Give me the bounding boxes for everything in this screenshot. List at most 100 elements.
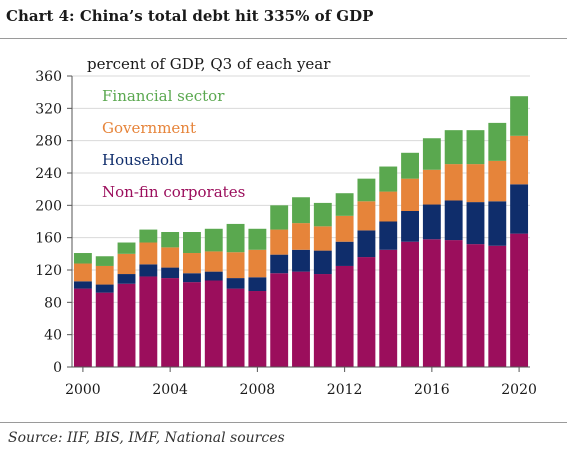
bar-financial-sector-2016 (422, 138, 441, 170)
axes: 0 40 80 120 160 200 240 280 320 360 2000 2004 2008 20… (35, 69, 537, 398)
bar-government-2011 (313, 226, 332, 251)
bar-government-2016 (422, 169, 441, 205)
bar-non-fin-corporates-2008 (248, 291, 267, 367)
bar-government-2009 (270, 229, 289, 255)
y-tick-label: 200 (35, 198, 62, 214)
x-tick-label: 2020 (501, 382, 537, 398)
bar-financial-sector-2010 (292, 197, 310, 224)
bottom-rule (0, 422, 567, 423)
bar-household-2009 (270, 254, 289, 274)
x-tick-label: 2016 (414, 382, 450, 398)
legend-household: Household (102, 151, 184, 169)
bar-non-fin-corporates-2017 (444, 240, 463, 367)
bar-government-2004 (161, 247, 180, 268)
x-tick-label: 2008 (240, 382, 276, 398)
bar-government-2010 (292, 223, 310, 250)
bar-financial-sector-2014 (379, 166, 398, 192)
y-tick-label: 280 (35, 134, 62, 150)
bar-financial-sector-2003 (139, 229, 158, 243)
chart-title: Chart 4: China’s total debt hit 335% of … (6, 7, 374, 25)
bar-government-2015 (401, 178, 419, 211)
bar-financial-sector-2005 (183, 232, 201, 254)
bar-non-fin-corporates-2002 (117, 283, 136, 367)
y-tick-label: 80 (44, 295, 62, 311)
bar-household-2004 (161, 267, 180, 279)
bar-financial-sector-2001 (95, 256, 114, 266)
bar-household-2014 (379, 221, 398, 250)
bar-non-fin-corporates-2003 (139, 276, 158, 367)
bar-household-2020 (510, 184, 529, 234)
bar-financial-sector-2000 (73, 253, 92, 264)
x-tick-label: 2004 (152, 382, 188, 398)
bar-financial-sector-2006 (204, 228, 223, 252)
y-tick-label: 0 (53, 360, 62, 376)
bar-non-fin-corporates-2011 (313, 274, 332, 367)
bar-financial-sector-2018 (466, 130, 485, 165)
bar-government-2020 (510, 135, 529, 185)
bar-non-fin-corporates-2004 (161, 278, 180, 367)
bar-government-2012 (335, 215, 354, 242)
legend-non-fin-corporates: Non-fin corporates (102, 183, 245, 201)
legend-financial-sector: Financial sector (102, 87, 225, 105)
bars (73, 96, 529, 367)
bar-non-fin-corporates-2001 (95, 292, 114, 367)
bar-financial-sector-2017 (444, 130, 463, 165)
legend: Financial sector Government Household Non-f… (102, 87, 245, 201)
bar-financial-sector-2012 (335, 193, 354, 216)
bar-non-fin-corporates-2005 (183, 282, 201, 367)
bar-non-fin-corporates-2016 (422, 239, 441, 367)
x-tick-label: 2000 (65, 382, 101, 398)
bar-government-2008 (248, 249, 267, 278)
y-tick-label: 240 (35, 166, 62, 182)
bar-household-2007 (226, 278, 245, 289)
bar-financial-sector-2002 (117, 242, 136, 254)
bar-household-2008 (248, 277, 267, 292)
stacked-bar-chart: 0 40 80 120 160 200 240 280 320 360 2000 2004 2008 20… (35, 55, 537, 398)
y-tick-label: 120 (35, 263, 62, 279)
bar-non-fin-corporates-2019 (488, 245, 507, 367)
bar-non-fin-corporates-2020 (510, 233, 529, 367)
y-tick-label: 160 (35, 231, 62, 247)
bar-government-2013 (357, 201, 376, 231)
bar-non-fin-corporates-2015 (401, 241, 419, 367)
bar-government-2005 (183, 253, 201, 274)
bar-financial-sector-2009 (270, 205, 289, 230)
bar-government-2017 (444, 164, 463, 201)
source-note: Source: IIF, BIS, IMF, National sources (8, 430, 285, 446)
bar-non-fin-corporates-2006 (204, 280, 223, 367)
y-tick-label: 40 (44, 328, 62, 344)
bar-government-2018 (466, 164, 485, 203)
legend-government: Government (102, 119, 196, 137)
bar-household-2000 (73, 281, 92, 289)
bar-household-2017 (444, 200, 463, 241)
bar-non-fin-corporates-2013 (357, 257, 376, 367)
bar-non-fin-corporates-2014 (379, 249, 398, 367)
bar-household-2012 (335, 241, 354, 266)
bar-household-2015 (401, 210, 419, 242)
bar-non-fin-corporates-2000 (73, 288, 92, 367)
bar-household-2005 (183, 273, 201, 283)
y-tick-label: 320 (35, 101, 62, 117)
bar-non-fin-corporates-2018 (466, 244, 485, 367)
bar-household-2013 (357, 230, 376, 258)
bar-government-2007 (226, 252, 245, 279)
bar-non-fin-corporates-2010 (292, 271, 310, 367)
bar-household-2001 (95, 284, 114, 293)
bar-government-2001 (95, 265, 114, 285)
bar-government-2003 (139, 242, 158, 265)
bar-financial-sector-2015 (401, 152, 419, 179)
bar-financial-sector-2004 (161, 232, 180, 248)
bar-household-2018 (466, 202, 485, 245)
bar-household-2006 (204, 271, 223, 281)
x-tick-label: 2012 (327, 382, 363, 398)
bar-household-2010 (292, 249, 310, 272)
bar-government-2000 (73, 263, 92, 282)
bar-household-2002 (117, 274, 136, 284)
bar-household-2003 (139, 264, 158, 277)
bar-financial-sector-2020 (510, 96, 529, 136)
y-axis-label: percent of GDP, Q3 of each year (87, 55, 331, 73)
bar-household-2016 (422, 204, 441, 240)
bar-government-2014 (379, 191, 398, 222)
bar-financial-sector-2008 (248, 228, 267, 250)
bar-household-2011 (313, 250, 332, 275)
